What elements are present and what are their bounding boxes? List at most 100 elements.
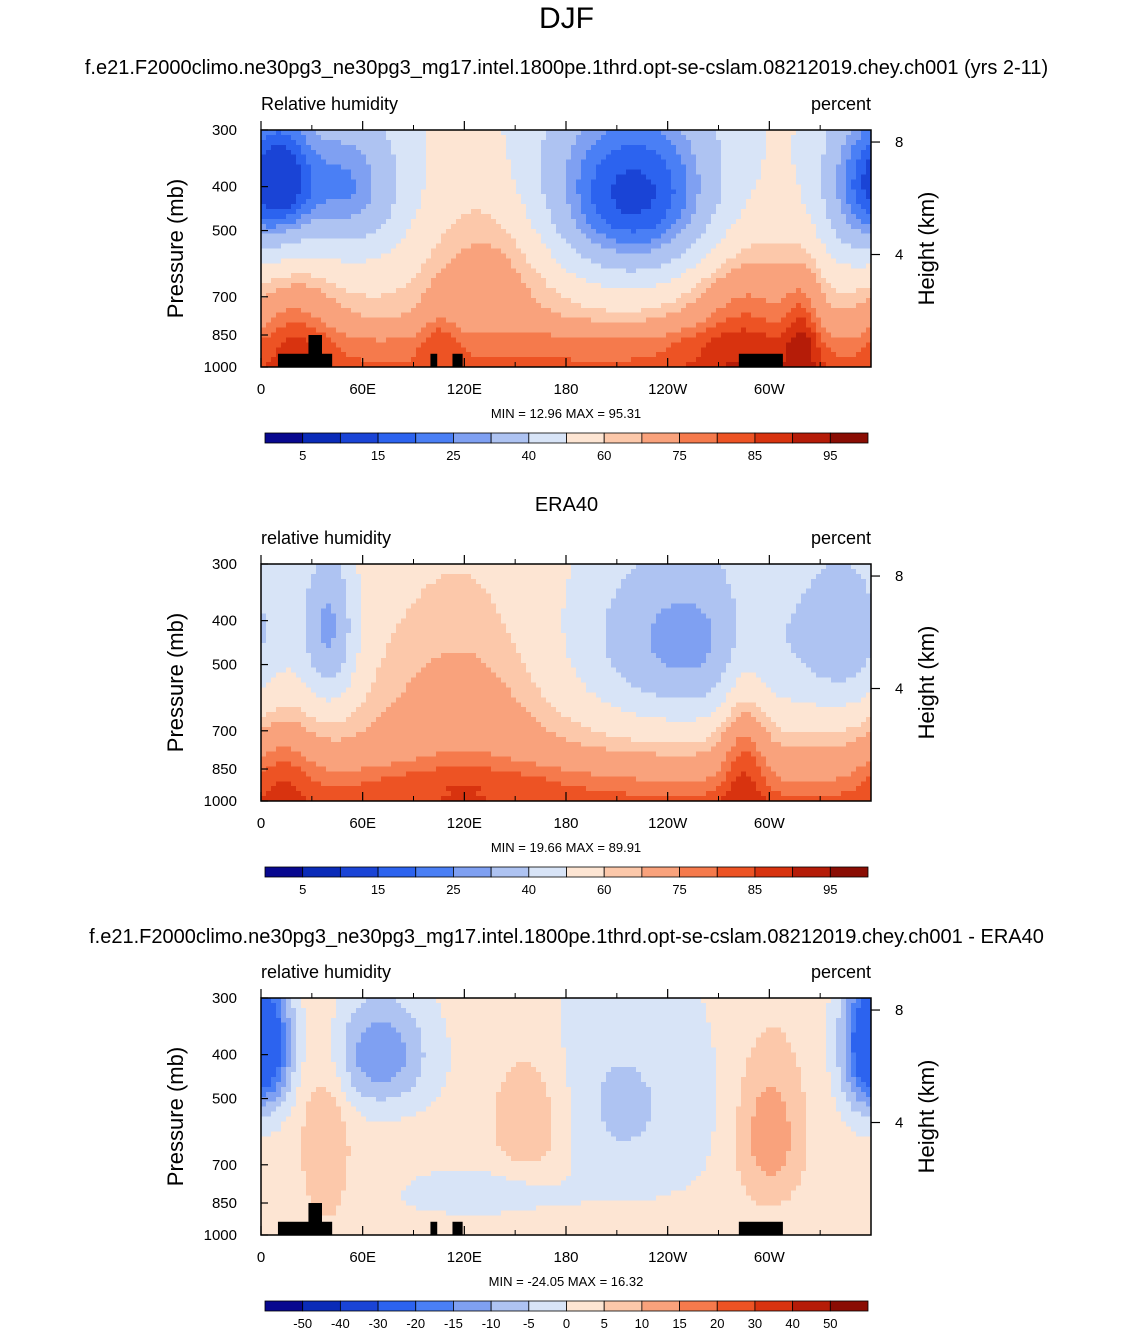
field-cell	[396, 199, 402, 205]
field-cell	[726, 135, 732, 141]
field-cell	[696, 165, 702, 171]
field-cell	[336, 145, 342, 151]
field-cell	[331, 194, 337, 200]
field-cell	[286, 184, 292, 190]
field-cell	[521, 140, 527, 146]
field-cell	[416, 313, 422, 319]
field-cell	[371, 204, 377, 210]
field-cell	[761, 170, 767, 176]
field-cell	[546, 249, 552, 255]
field-cell	[501, 199, 507, 205]
field-cell	[461, 258, 467, 264]
field-cell	[786, 253, 792, 259]
field-cell	[751, 189, 757, 195]
field-cell	[601, 273, 607, 279]
field-cell	[821, 194, 827, 200]
field-cell	[551, 328, 557, 334]
field-cell	[436, 229, 442, 235]
field-cell	[551, 155, 557, 161]
field-cell	[511, 150, 517, 156]
field-cell	[626, 313, 632, 319]
field-cell	[436, 239, 442, 245]
field-cell	[696, 204, 702, 210]
field-cell	[786, 174, 792, 180]
field-cell	[631, 174, 637, 180]
field-cell	[721, 278, 727, 284]
field-cell	[571, 179, 577, 185]
field-cell	[731, 199, 737, 205]
field-cell	[301, 328, 307, 334]
field-cell	[806, 234, 812, 240]
field-cell	[396, 234, 402, 240]
field-cell	[311, 293, 317, 299]
field-cell	[656, 160, 662, 166]
field-cell	[431, 283, 437, 289]
field-cell	[576, 199, 582, 205]
field-cell	[311, 318, 317, 324]
field-cell	[631, 308, 637, 314]
field-cell	[841, 308, 847, 314]
field-cell	[411, 130, 417, 136]
field-cell	[471, 160, 477, 166]
field-cell	[521, 229, 527, 235]
field-cell	[341, 303, 347, 309]
field-cell	[506, 165, 512, 171]
field-cell	[396, 204, 402, 210]
field-cell	[696, 219, 702, 225]
field-cell	[376, 318, 382, 324]
field-cell	[626, 323, 632, 329]
field-cell	[571, 160, 577, 166]
field-cell	[471, 229, 477, 235]
field-cell	[546, 258, 552, 264]
field-cell	[716, 283, 722, 289]
field-cell	[771, 293, 777, 299]
field-cell	[771, 189, 777, 195]
field-cell	[541, 288, 547, 294]
field-cell	[461, 234, 467, 240]
field-cell	[581, 140, 587, 146]
field-cell	[466, 184, 472, 190]
field-cell	[586, 258, 592, 264]
field-cell	[556, 313, 562, 319]
field-cell	[281, 273, 287, 279]
field-cell	[836, 278, 842, 284]
field-cell	[571, 234, 577, 240]
field-cell	[801, 155, 807, 161]
field-cell	[736, 323, 742, 329]
field-cell	[346, 318, 352, 324]
field-cell	[626, 318, 632, 324]
field-cell	[301, 273, 307, 279]
field-cell	[726, 268, 732, 274]
field-cell	[381, 268, 387, 274]
field-cell	[661, 263, 667, 269]
field-cell	[631, 150, 637, 156]
field-cell	[326, 258, 332, 264]
field-cell	[821, 318, 827, 324]
field-cell	[531, 253, 537, 259]
field-cell	[491, 165, 497, 171]
field-cell	[596, 258, 602, 264]
field-cell	[516, 239, 522, 245]
field-cell	[476, 258, 482, 264]
field-cell	[786, 140, 792, 146]
field-cell	[721, 160, 727, 166]
field-cell	[446, 174, 452, 180]
field-cell	[316, 244, 322, 250]
field-cell	[786, 189, 792, 195]
field-cell	[691, 288, 697, 294]
field-cell	[496, 189, 502, 195]
field-cell	[761, 199, 767, 205]
field-cell	[336, 268, 342, 274]
field-cell	[671, 249, 677, 255]
field-cell	[841, 229, 847, 235]
field-cell	[586, 288, 592, 294]
field-cell	[576, 303, 582, 309]
field-cell	[456, 184, 462, 190]
field-cell	[466, 244, 472, 250]
field-cell	[561, 298, 567, 304]
field-cell	[551, 283, 557, 289]
field-cell	[336, 239, 342, 245]
field-cell	[301, 288, 307, 294]
field-cell	[646, 204, 652, 210]
field-cell	[456, 155, 462, 161]
